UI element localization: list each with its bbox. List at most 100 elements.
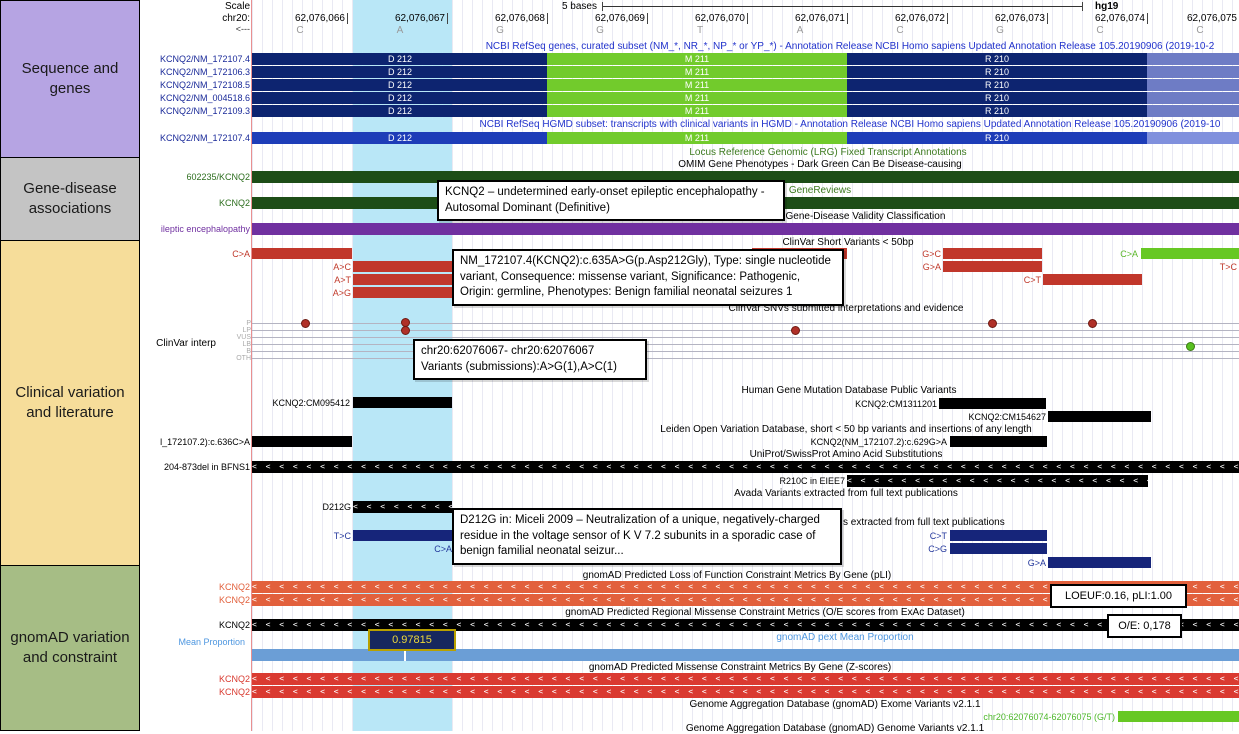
hgmd-variant-label[interactable]: KCNQ2:CM095412 <box>272 398 350 408</box>
mastermind-variant-bar[interactable] <box>950 543 1047 554</box>
gnomad-variant-bar[interactable] <box>1118 711 1239 722</box>
mastermind-variant-label[interactable]: C>A <box>434 544 452 554</box>
genereviews-gene-label[interactable]: KCNQ2 <box>218 198 250 208</box>
transcript-label[interactable]: KCNQ2/NM_172106.3 <box>159 67 250 77</box>
gnomad-gene-label[interactable]: KCNQ2 <box>218 582 250 592</box>
transcript-label[interactable]: KCNQ2/NM_172109.3 <box>159 106 250 116</box>
lovd-variant-bar[interactable] <box>950 436 1047 447</box>
gnomad-pli-bar[interactable]: < < < < < < < < < < < < < < < < < < < < … <box>252 594 1239 606</box>
variant-label[interactable]: A>C <box>333 262 351 272</box>
gene-bar-codon[interactable] <box>547 105 847 117</box>
gnomad-gene-label[interactable]: KCNQ2 <box>218 674 250 684</box>
gnomad-oe-bar[interactable]: < < < < < < < < < < < < < < < < < < < < … <box>252 619 1239 631</box>
gnomad-pli-bar[interactable]: < < < < < < < < < < < < < < < < < < < < … <box>252 581 1239 593</box>
gene-bar-exon[interactable] <box>252 66 547 78</box>
gene-bar-utr[interactable] <box>1147 132 1239 144</box>
gnomad-gene-label[interactable]: KCNQ2 <box>218 687 250 697</box>
clingen-label[interactable]: ileptic encephalopathy <box>160 224 250 234</box>
mastermind-variant-label[interactable]: C>G <box>928 544 947 554</box>
lovd-variant-label[interactable]: KCNQ2(NM_172107.2):c.629G>A <box>810 437 947 447</box>
gnomad-variant-label[interactable]: chr20:62076074-62076075 (G/T) <box>983 712 1115 722</box>
gene-bar-codon[interactable] <box>547 66 847 78</box>
clinvar-variant-bar[interactable] <box>353 261 452 272</box>
variant-label[interactable]: C>T <box>1023 275 1041 285</box>
hgmd-variant-bar[interactable] <box>353 397 452 408</box>
gene-bar-utr[interactable] <box>1147 79 1239 91</box>
gene-bar-exon[interactable] <box>252 79 547 91</box>
variant-label[interactable]: A>G <box>332 288 351 298</box>
variant-label[interactable]: G>A <box>922 262 941 272</box>
avada-variant-bar[interactable]: < < < < < < < < < < < < < < < < < < < < … <box>847 475 1148 487</box>
gene-bar-codon[interactable] <box>547 92 847 104</box>
gene-bar-exon[interactable] <box>252 92 547 104</box>
gene-bar-utr[interactable] <box>1147 66 1239 78</box>
mastermind-variant-bar[interactable] <box>950 530 1047 541</box>
variant-dot[interactable] <box>301 319 310 328</box>
clinvar-variant-bar[interactable] <box>252 248 352 259</box>
avada-variant-label[interactable]: R210C in EIEE7 <box>779 476 845 486</box>
variant-label[interactable]: A>T <box>334 275 351 285</box>
avada-variant-bar[interactable]: < < < < < < < < < < < < < < < < < < < < … <box>353 501 452 513</box>
variant-dot[interactable] <box>401 326 410 335</box>
gene-bar-utr[interactable] <box>1147 92 1239 104</box>
gene-bar-exon[interactable] <box>847 53 1147 65</box>
gene-bar-utr[interactable] <box>1147 105 1239 117</box>
transcript-label[interactable]: KCNQ2/NM_172107.4 <box>159 133 250 143</box>
clinvar-variant-bar[interactable] <box>943 248 1042 259</box>
clinvar-variant-bar[interactable] <box>353 287 452 298</box>
gene-bar-exon[interactable] <box>847 92 1147 104</box>
mastermind-variant-bar[interactable] <box>353 530 452 541</box>
uniprot-label[interactable]: 204-873del in BFNS1 <box>163 462 250 472</box>
gene-bar-utr[interactable] <box>1147 53 1239 65</box>
variant-label[interactable]: C>A <box>232 249 250 259</box>
gnomad-z-bar[interactable]: < < < < < < < < < < < < < < < < < < < < … <box>252 686 1239 698</box>
gene-bar-exon[interactable] <box>847 79 1147 91</box>
uniprot-substitution-bar[interactable]: < < < < < < < < < < < < < < < < < < < < … <box>252 461 1239 473</box>
track-title-mastermind: s extracted from full text publications <box>843 517 1005 528</box>
gene-bar-exon[interactable] <box>252 132 547 144</box>
hgmd-variant-bar[interactable] <box>1048 411 1151 422</box>
gnomad-z-bar[interactable]: < < < < < < < < < < < < < < < < < < < < … <box>252 673 1239 685</box>
variant-label[interactable]: T>C <box>1219 262 1237 272</box>
gene-bar-exon[interactable] <box>847 105 1147 117</box>
variant-dot[interactable] <box>988 319 997 328</box>
oe-score-badge[interactable]: O/E: 0,178 <box>1107 614 1182 638</box>
gene-bar-exon[interactable] <box>252 53 547 65</box>
transcript-label[interactable]: KCNQ2/NM_004518.6 <box>159 93 250 103</box>
gene-bar-exon[interactable] <box>252 105 547 117</box>
gene-bar-codon[interactable] <box>547 53 847 65</box>
gene-bar-exon[interactable] <box>847 66 1147 78</box>
hgmd-variant-label[interactable]: KCNQ2:CM154627 <box>968 412 1046 422</box>
hgmd-variant-bar[interactable] <box>939 398 1046 409</box>
ruler-tick <box>647 13 648 24</box>
clinvar-variant-bar[interactable] <box>943 261 1042 272</box>
gene-bar-exon[interactable] <box>847 132 1147 144</box>
variant-dot-benign[interactable] <box>1186 342 1195 351</box>
mastermind-variant-label[interactable]: C>T <box>929 531 947 541</box>
lovd-variant-bar[interactable] <box>252 436 352 447</box>
gene-bar-codon[interactable] <box>547 132 847 144</box>
clinvar-variant-bar[interactable] <box>353 274 452 285</box>
gene-bar-codon[interactable] <box>547 79 847 91</box>
variant-label[interactable]: C>A <box>1120 249 1138 259</box>
gnomad-gene-label[interactable]: KCNQ2 <box>218 620 250 630</box>
lovd-variant-label[interactable]: l_172107.2):c.636C>A <box>160 437 250 447</box>
clingen-validity-bar[interactable] <box>252 223 1239 235</box>
omim-gene-label[interactable]: 602235/KCNQ2 <box>186 172 250 182</box>
variant-dot[interactable] <box>791 326 800 335</box>
variant-dot[interactable] <box>1088 319 1097 328</box>
transcript-label[interactable]: KCNQ2/NM_172107.4 <box>159 54 250 64</box>
mastermind-variant-label[interactable]: T>C <box>333 531 351 541</box>
pext-mean-bar[interactable] <box>252 649 1239 661</box>
pli-score-badge[interactable]: LOEUF:0.16, pLI:1.00 <box>1050 584 1187 608</box>
avada-variant-label[interactable]: D212G <box>322 502 351 512</box>
clinvar-variant-bar[interactable] <box>1043 274 1142 285</box>
mastermind-variant-bar[interactable] <box>1048 557 1151 568</box>
mastermind-variant-label[interactable]: G>A <box>1027 558 1046 568</box>
hgmd-variant-label[interactable]: KCNQ2:CM1311201 <box>855 399 937 409</box>
pext-value-box[interactable]: 0.97815 <box>368 629 456 651</box>
clinvar-variant-bar[interactable] <box>1141 248 1239 259</box>
transcript-label[interactable]: KCNQ2/NM_172108.5 <box>159 80 250 90</box>
variant-label[interactable]: G>C <box>922 249 941 259</box>
gnomad-gene-label[interactable]: KCNQ2 <box>218 595 250 605</box>
